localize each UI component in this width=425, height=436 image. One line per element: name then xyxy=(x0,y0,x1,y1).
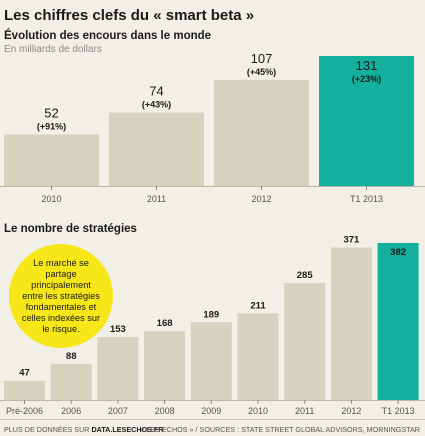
chart1-bar-0 xyxy=(4,134,99,186)
chart2-category-label-0: Pré-2006 xyxy=(6,406,43,416)
chart1-category-label-2: 2012 xyxy=(251,194,271,204)
chart2-bar-0 xyxy=(4,380,45,400)
chart1-category-label-1: 2011 xyxy=(147,194,166,204)
chart1-value-label-2: 107 xyxy=(251,51,273,66)
chart2-value-label-7: 371 xyxy=(343,235,360,246)
chart1-growth-label-1: (+43%) xyxy=(142,100,171,110)
chart1-bar-3 xyxy=(319,56,414,186)
chart1-bar-2 xyxy=(214,79,309,186)
footer-divider xyxy=(0,419,425,420)
chart1-category-label-3: T1 2013 xyxy=(350,194,383,204)
chart2-value-label-6: 285 xyxy=(297,270,314,281)
note-bubble: Le marché se partage principalement entr… xyxy=(9,244,113,348)
chart2-bar-4 xyxy=(190,322,232,400)
chart2-bar-3 xyxy=(144,330,186,400)
chart2-category-label-5: 2010 xyxy=(248,406,268,416)
footer-link[interactable]: DATA.LESECHOS.FR xyxy=(91,425,164,434)
chart1-growth-label-0: (+91%) xyxy=(37,121,66,131)
chart1-subtitle: En milliards de dollars xyxy=(4,44,102,55)
note-text: Le marché se partage principalement entr… xyxy=(21,257,101,334)
chart2-bar-2 xyxy=(97,337,139,400)
footer-source-link: PLUS DE DONNÉES SUR DATA.LESECHOS.FR xyxy=(4,425,164,434)
chart2-value-label-3: 168 xyxy=(157,318,173,329)
chart2-category-label-7: 2012 xyxy=(341,406,361,416)
chart2-category-label-4: 2009 xyxy=(201,406,221,416)
footer-sources: « LES ECHOS » / SOURCES : STATE STREET G… xyxy=(140,425,420,434)
chart2-category-label-8: T1 2013 xyxy=(382,406,415,416)
chart2-title: Le nombre de stratégies xyxy=(4,223,137,235)
chart2-value-label-1: 88 xyxy=(66,351,77,362)
chart1-bar-1 xyxy=(109,112,204,186)
chart1-growth-label-3: (+23%) xyxy=(352,74,381,84)
page-title: Les chiffres clefs du « smart beta » xyxy=(4,7,255,24)
footer-prefix: PLUS DE DONNÉES SUR xyxy=(4,425,90,434)
chart1-value-label-1: 74 xyxy=(149,84,163,99)
chart2-value-label-8: 382 xyxy=(390,247,406,258)
chart2-category-label-3: 2008 xyxy=(155,406,175,416)
chart2-value-label-4: 189 xyxy=(203,309,219,320)
chart2-bar-5 xyxy=(237,313,279,400)
chart2-category-label-6: 2011 xyxy=(295,406,314,416)
chart2-bar-6 xyxy=(284,282,326,400)
chart1-category-label-0: 2010 xyxy=(41,194,61,204)
chart2-category-label-2: 2007 xyxy=(108,406,128,416)
chart2-category-label-1: 2006 xyxy=(61,406,81,416)
chart2-bar-1 xyxy=(50,363,92,400)
chart2-bar-8 xyxy=(377,243,419,400)
chart2-value-label-0: 47 xyxy=(19,368,30,379)
chart1-title: Évolution des encours dans le monde xyxy=(4,30,212,42)
chart1-growth-label-2: (+45%) xyxy=(247,67,276,77)
chart2-value-label-2: 153 xyxy=(110,324,126,335)
chart2-value-label-5: 211 xyxy=(250,300,266,311)
chart1-encours: 52(+91%) 2010 74(+43%) 2011 107(+45%) 2012 131… xyxy=(0,51,425,204)
chart2-strategies: 47 Pré-2006 88 2006 153 2007 168 2008 189 2009 211… xyxy=(0,235,425,416)
chart1-value-label-3: 131 xyxy=(356,58,378,73)
chart1-value-label-0: 52 xyxy=(44,105,58,120)
chart2-bar-7 xyxy=(330,247,372,400)
